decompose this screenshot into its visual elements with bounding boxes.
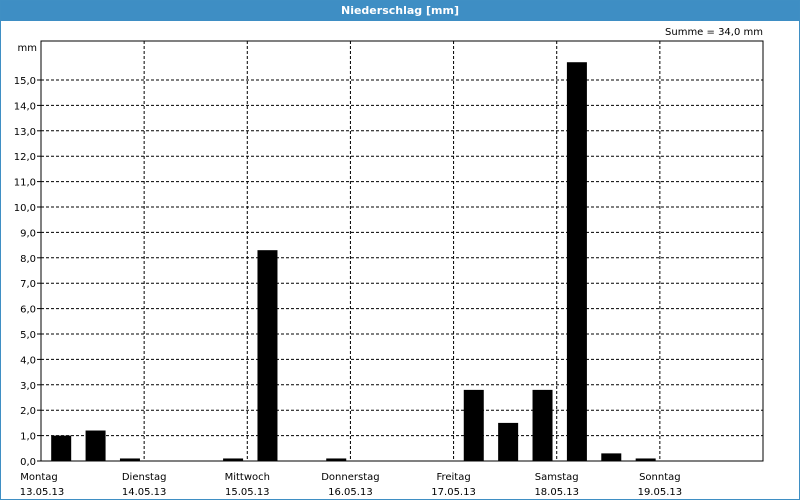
bar <box>223 458 244 461</box>
day-date-label: 18.05.13 <box>534 487 579 498</box>
day-name-label: Dienstag <box>122 472 167 483</box>
bar <box>119 458 140 461</box>
y-tick-label: 6,0 <box>20 305 36 316</box>
bar <box>51 435 72 461</box>
chart-title: Niederschlag [mm] <box>1 1 799 21</box>
y-tick-label: 14,0 <box>14 101 36 112</box>
y-tick-label: 11,0 <box>14 178 36 189</box>
day-date-label: 19.05.13 <box>638 487 683 498</box>
y-tick-label: 9,0 <box>20 228 36 239</box>
day-name-label: Sonntag <box>639 472 681 483</box>
bar <box>498 422 519 461</box>
y-tick-label: 15,0 <box>14 76 36 87</box>
bar <box>85 430 106 461</box>
day-name-label: Mittwoch <box>225 472 270 483</box>
y-tick-label: 10,0 <box>14 203 36 214</box>
bar <box>463 389 484 461</box>
bar <box>532 389 553 461</box>
day-date-label: 13.05.13 <box>20 487 65 498</box>
day-name-label: Freitag <box>436 472 470 483</box>
y-tick-label: 12,0 <box>14 152 36 163</box>
day-date-label: 14.05.13 <box>122 487 167 498</box>
day-date-label: 15.05.13 <box>225 487 270 498</box>
bar <box>257 250 278 461</box>
y-tick-label: 3,0 <box>20 381 36 392</box>
bar <box>635 458 656 461</box>
y-tick-label: 5,0 <box>20 330 36 341</box>
bar <box>601 453 622 461</box>
y-axis-label: mm <box>18 43 37 54</box>
y-tick-label: 1,0 <box>20 432 36 443</box>
sum-label: Summe = 34,0 mm <box>665 27 763 38</box>
day-date-label: 17.05.13 <box>431 487 476 498</box>
y-tick-label: 13,0 <box>14 127 36 138</box>
y-tick-label: 4,0 <box>20 355 36 366</box>
y-tick-label: 7,0 <box>20 279 36 290</box>
day-name-label: Samstag <box>535 472 579 483</box>
day-name-label: Donnerstag <box>321 472 379 483</box>
plot-area <box>40 40 764 462</box>
day-name-label: Montag <box>20 472 57 483</box>
bar <box>566 62 587 461</box>
y-tick-label: 0,0 <box>20 457 36 468</box>
y-tick-label: 2,0 <box>20 406 36 417</box>
y-tick-label: 8,0 <box>20 254 36 265</box>
bar <box>326 458 347 461</box>
day-date-label: 16.05.13 <box>328 487 373 498</box>
